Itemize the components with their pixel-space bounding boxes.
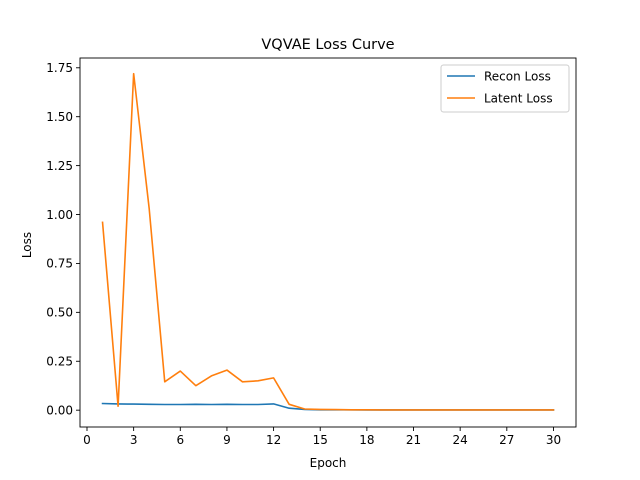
y-tick-label: 0.00 — [46, 403, 73, 417]
x-tick-label: 12 — [266, 433, 281, 447]
y-axis-label: Loss — [20, 232, 34, 258]
x-tick-label: 15 — [313, 433, 328, 447]
y-tick-label: 1.25 — [46, 159, 73, 173]
x-tick-label: 24 — [453, 433, 468, 447]
x-tick-label: 21 — [406, 433, 421, 447]
y-tick-label: 1.75 — [46, 61, 73, 75]
x-axis-label: Epoch — [310, 456, 347, 470]
x-tick-label: 6 — [176, 433, 184, 447]
plot-area — [79, 57, 577, 428]
legend-label: Recon Loss — [484, 69, 551, 83]
y-tick-label: 0.50 — [46, 306, 73, 320]
legend: Recon Loss Latent Loss — [440, 64, 570, 113]
chart-title: VQVAE Loss Curve — [261, 37, 394, 53]
x-tick-label: 27 — [499, 433, 514, 447]
y-tick-label: 0.25 — [46, 355, 73, 369]
x-tick-label: 9 — [223, 433, 231, 447]
axes-frame — [79, 57, 577, 428]
y-tick-label: 1.50 — [46, 110, 73, 124]
legend-label: Latent Loss — [484, 91, 553, 105]
y-tick-label: 1.00 — [46, 208, 73, 222]
x-tick-label: 3 — [130, 433, 138, 447]
x-tick-label: 0 — [83, 433, 91, 447]
x-tick-label: 30 — [546, 433, 561, 447]
series-line-latent-loss — [101, 72, 555, 411]
y-axis: 0.00 0.25 0.50 0.75 1.00 1.25 1.50 1.75 — [46, 61, 80, 417]
x-tick-label: 18 — [359, 433, 374, 447]
x-axis: 0 3 6 9 12 15 18 21 24 27 30 — [83, 427, 561, 447]
y-tick-label: 0.75 — [46, 257, 73, 271]
